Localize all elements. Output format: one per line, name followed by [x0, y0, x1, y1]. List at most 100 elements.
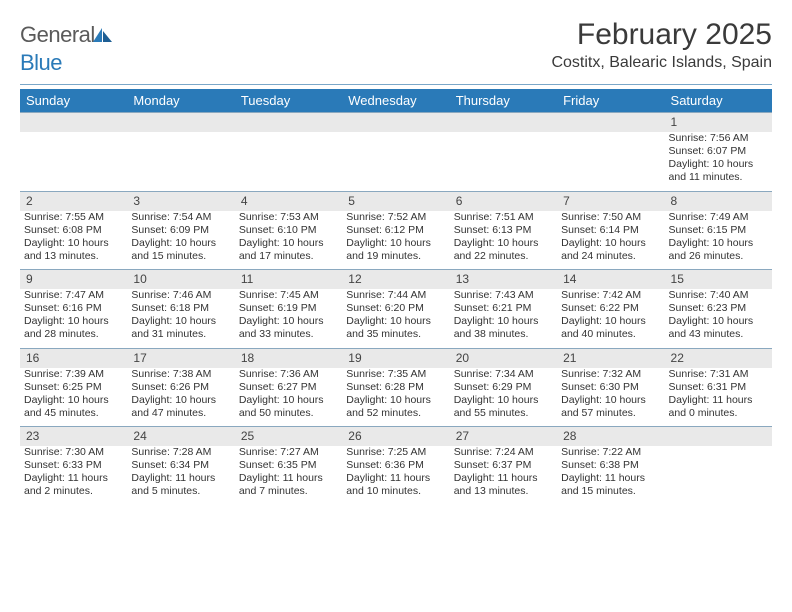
daylight-line: Daylight: 11 hours and 5 minutes. — [131, 472, 230, 498]
day-content-cell: Sunrise: 7:31 AMSunset: 6:31 PMDaylight:… — [665, 368, 772, 427]
sail-icon — [93, 24, 113, 50]
day-content-cell: Sunrise: 7:30 AMSunset: 6:33 PMDaylight:… — [20, 446, 127, 505]
day-content-cell — [20, 132, 127, 191]
day-number-cell: 10 — [127, 270, 234, 290]
day-number-cell — [127, 113, 234, 133]
day-content-cell — [450, 132, 557, 191]
sunrise-line: Sunrise: 7:28 AM — [131, 446, 230, 459]
day-content-row: Sunrise: 7:47 AMSunset: 6:16 PM Daylight:… — [20, 289, 772, 348]
day-number-cell: 17 — [127, 348, 234, 368]
sunrise-line: Sunrise: 7:55 AM — [24, 211, 123, 224]
sunrise-line: Sunrise: 7:54 AM — [131, 211, 230, 224]
weekday-header: Sunday — [20, 89, 127, 113]
sunrise-line: Sunrise: 7:24 AM — [454, 446, 553, 459]
daylight-line: Daylight: 10 hours and 50 minutes. — [239, 394, 338, 420]
day-number-cell: 2 — [20, 191, 127, 211]
day-number-row: 9101112131415 — [20, 270, 772, 290]
day-content-cell: Sunrise: 7:56 AMSunset: 6:07 PMDaylight:… — [665, 132, 772, 191]
sunset-line: Sunset: 6:12 PM — [346, 224, 445, 237]
sunset-line: Sunset: 6:20 PM — [346, 302, 445, 315]
sunset-line: Sunset: 6:31 PM — [669, 381, 768, 394]
daylight-line: Daylight: 10 hours and 45 minutes. — [24, 394, 123, 420]
sunrise-line: Sunrise: 7:35 AM — [346, 368, 445, 381]
day-number-cell: 12 — [342, 270, 449, 290]
daylight-line: Daylight: 10 hours and 35 minutes. — [346, 315, 445, 341]
day-content-cell: Sunrise: 7:47 AMSunset: 6:16 PMDaylight:… — [20, 289, 127, 348]
sunset-line: Sunset: 6:10 PM — [239, 224, 338, 237]
daylight-line: Daylight: 10 hours and 19 minutes. — [346, 237, 445, 263]
daylight-line: Daylight: 10 hours and 13 minutes. — [24, 237, 123, 263]
day-content-cell: Sunrise: 7:42 AMSunset: 6:22 PMDaylight:… — [557, 289, 664, 348]
day-number-cell: 13 — [450, 270, 557, 290]
day-content-cell: Sunrise: 7:39 AMSunset: 6:25 PMDaylight:… — [20, 368, 127, 427]
sunrise-line: Sunrise: 7:25 AM — [346, 446, 445, 459]
day-content-cell: Sunrise: 7:43 AMSunset: 6:21 PMDaylight:… — [450, 289, 557, 348]
weekday-header: Thursday — [450, 89, 557, 113]
sunrise-line: Sunrise: 7:31 AM — [669, 368, 768, 381]
sunrise-line: Sunrise: 7:39 AM — [24, 368, 123, 381]
day-number-cell: 20 — [450, 348, 557, 368]
day-number-cell: 15 — [665, 270, 772, 290]
day-content-row: Sunrise: 7:55 AMSunset: 6:08 PMDaylight:… — [20, 211, 772, 270]
day-content-cell — [557, 132, 664, 191]
sunrise-line: Sunrise: 7:52 AM — [346, 211, 445, 224]
daylight-line: Daylight: 11 hours and 13 minutes. — [454, 472, 553, 498]
sunrise-line: Sunrise: 7:36 AM — [239, 368, 338, 381]
sunset-line: Sunset: 6:29 PM — [454, 381, 553, 394]
sunset-line: Sunset: 6:26 PM — [131, 381, 230, 394]
day-content-cell: Sunrise: 7:52 AMSunset: 6:12 PMDaylight:… — [342, 211, 449, 270]
day-number-cell — [450, 113, 557, 133]
day-number-cell: 25 — [235, 427, 342, 447]
day-content-row: Sunrise: 7:39 AMSunset: 6:25 PMDaylight:… — [20, 368, 772, 427]
sunrise-line: Sunrise: 7:51 AM — [454, 211, 553, 224]
day-number-cell: 14 — [557, 270, 664, 290]
calendar-body: 1Sunrise: 7:56 AMSunset: 6:07 PMDaylight… — [20, 113, 772, 505]
day-number-row: 2345678 — [20, 191, 772, 211]
day-number-row: 16171819202122 — [20, 348, 772, 368]
daylight-line: Daylight: 10 hours and 33 minutes. — [239, 315, 338, 341]
day-content-cell: Sunrise: 7:54 AMSunset: 6:09 PMDaylight:… — [127, 211, 234, 270]
weekday-header: Wednesday — [342, 89, 449, 113]
logo-word-2: Blue — [20, 50, 62, 75]
sunset-line: Sunset: 6:18 PM — [131, 302, 230, 315]
sunset-line: Sunset: 6:22 PM — [561, 302, 660, 315]
day-number-cell — [235, 113, 342, 133]
sunset-line: Sunset: 6:25 PM — [24, 381, 123, 394]
weekday-header: Friday — [557, 89, 664, 113]
sunrise-line: Sunrise: 7:56 AM — [669, 132, 768, 145]
day-content-row: Sunrise: 7:30 AMSunset: 6:33 PMDaylight:… — [20, 446, 772, 505]
day-content-cell — [235, 132, 342, 191]
day-content-cell: Sunrise: 7:35 AMSunset: 6:28 PMDaylight:… — [342, 368, 449, 427]
sunset-line: Sunset: 6:09 PM — [131, 224, 230, 237]
day-number-cell: 23 — [20, 427, 127, 447]
day-content-cell: Sunrise: 7:24 AMSunset: 6:37 PMDaylight:… — [450, 446, 557, 505]
day-content-cell: Sunrise: 7:49 AMSunset: 6:15 PMDaylight:… — [665, 211, 772, 270]
sunset-line: Sunset: 6:16 PM — [24, 302, 123, 315]
daylight-line: Daylight: 11 hours and 10 minutes. — [346, 472, 445, 498]
day-content-cell: Sunrise: 7:25 AMSunset: 6:36 PMDaylight:… — [342, 446, 449, 505]
day-number-cell: 4 — [235, 191, 342, 211]
daylight-line: Daylight: 10 hours and 17 minutes. — [239, 237, 338, 263]
day-content-cell: Sunrise: 7:44 AMSunset: 6:20 PMDaylight:… — [342, 289, 449, 348]
day-content-cell: Sunrise: 7:40 AMSunset: 6:23 PMDaylight:… — [665, 289, 772, 348]
daylight-line: Daylight: 10 hours and 57 minutes. — [561, 394, 660, 420]
day-number-cell: 24 — [127, 427, 234, 447]
weekday-header: Monday — [127, 89, 234, 113]
sunset-line: Sunset: 6:13 PM — [454, 224, 553, 237]
day-content-cell: Sunrise: 7:45 AMSunset: 6:19 PMDaylight:… — [235, 289, 342, 348]
sunrise-line: Sunrise: 7:40 AM — [669, 289, 768, 302]
day-number-cell — [342, 113, 449, 133]
day-number-cell: 3 — [127, 191, 234, 211]
day-number-cell: 22 — [665, 348, 772, 368]
sunrise-line: Sunrise: 7:44 AM — [346, 289, 445, 302]
sunrise-line: Sunrise: 7:50 AM — [561, 211, 660, 224]
day-number-cell — [665, 427, 772, 447]
day-number-cell: 9 — [20, 270, 127, 290]
day-content-cell: Sunrise: 7:50 AMSunset: 6:14 PMDaylight:… — [557, 211, 664, 270]
sunrise-line: Sunrise: 7:47 AM — [24, 289, 123, 302]
sunset-line: Sunset: 6:23 PM — [669, 302, 768, 315]
day-number-cell: 16 — [20, 348, 127, 368]
sunset-line: Sunset: 6:35 PM — [239, 459, 338, 472]
day-number-cell: 28 — [557, 427, 664, 447]
daylight-line: Daylight: 11 hours and 0 minutes. — [669, 394, 768, 420]
